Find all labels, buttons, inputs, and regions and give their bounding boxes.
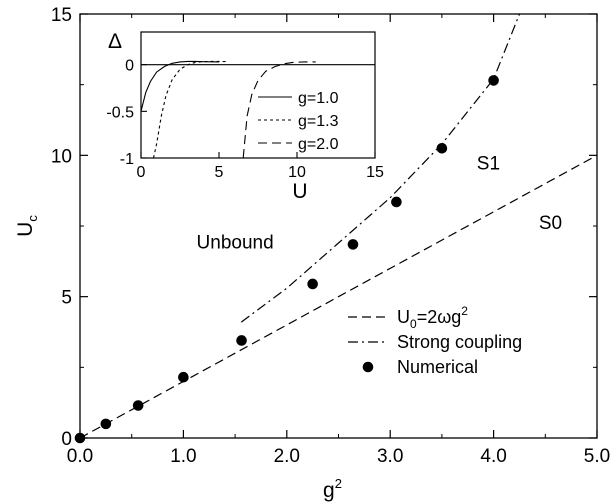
region-label-s1: S1 [477, 153, 500, 174]
legend-label-2: Numerical [397, 357, 478, 377]
y-axis-label-sub: c [25, 215, 40, 222]
x-tick-label: 5.0 [584, 446, 610, 467]
inset-y-tick-label: -1 [120, 151, 134, 168]
y-axis-label: Uc [14, 215, 40, 237]
inset-y-tick-label: -0.5 [106, 104, 134, 121]
inset-x-tick-label: 10 [288, 164, 306, 181]
inset-legend-label-1: g=1.3 [298, 113, 339, 130]
y-tick-label: 5 [61, 288, 72, 309]
x-tick-label: 1.0 [170, 446, 196, 467]
y-tick-label: 15 [51, 5, 72, 26]
inset-x-tick-label: 15 [366, 164, 384, 181]
numerical-point [178, 372, 189, 383]
numerical-point [488, 75, 499, 86]
x-tick-label: 4.0 [480, 446, 506, 467]
u0-line [80, 155, 597, 438]
region-label-unbound: Unbound [197, 233, 274, 254]
region-label-s0: S0 [539, 213, 562, 234]
legend-marker-numerical [363, 362, 374, 373]
inset-plot: 0 5 10 15 0 -0.5 -1 U Δg=1.0 g=1.3 g=2.0 [106, 30, 384, 203]
legend-label-1: Strong coupling [397, 332, 522, 352]
x-tick-label: 3.0 [377, 446, 403, 467]
inset-legend-label-0: g=1.0 [298, 90, 339, 107]
x-axis-label-sup: 2 [335, 476, 342, 491]
numerical-point [391, 197, 402, 208]
y-tick-label: 10 [51, 146, 72, 167]
numerical-point [236, 335, 247, 346]
x-tick-label: 2.0 [274, 446, 300, 467]
numerical-point [133, 400, 144, 411]
y-tick-label: 0 [61, 429, 72, 450]
inset-y-axis-label: Δ [108, 30, 122, 53]
numerical-point [437, 143, 448, 154]
numerical-point [75, 433, 86, 444]
inset-y-tick-label: 0 [125, 58, 134, 75]
legend-label-0: U0=2ωg2 [397, 304, 468, 331]
inset-x-tick-label: 5 [215, 164, 224, 181]
numerical-point [101, 419, 112, 430]
inset-x-axis-label: U [292, 180, 307, 203]
inset-legend-label-2: g=2.0 [298, 136, 339, 153]
numerical-point [307, 279, 318, 290]
numerical-point [348, 239, 359, 250]
inset-frame [141, 32, 375, 158]
inset-x-tick-label: 0 [137, 164, 146, 181]
x-axis-label: g2 [323, 476, 342, 502]
